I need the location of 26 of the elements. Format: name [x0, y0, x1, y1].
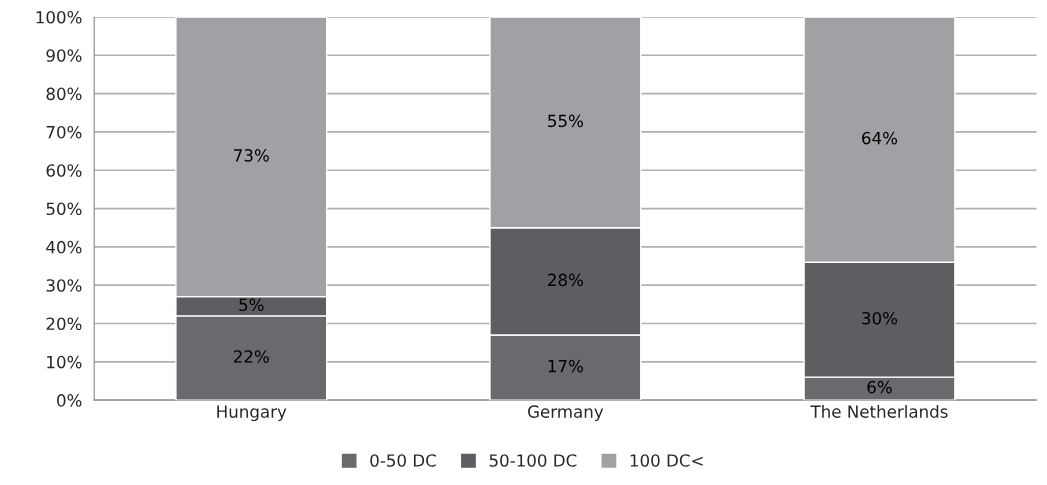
text: 28%	[548, 273, 583, 287]
y-tick-label: 50%	[46, 202, 82, 216]
y-tick-label: 40%	[46, 240, 82, 254]
legend-label: 100 DC<	[630, 454, 703, 467]
y-tick-label: 60%	[46, 164, 82, 177]
y-tick-label: 70%	[46, 125, 82, 139]
x-tick-label: Germany	[528, 405, 604, 422]
y-tick-label: 90%	[46, 49, 82, 62]
y-tick-label: 100%	[36, 10, 82, 24]
x-tick-label: Hungary	[217, 405, 287, 422]
text: 55%	[548, 114, 583, 128]
x-tick-label: The Netherlands	[810, 404, 948, 418]
text: 22%	[233, 350, 269, 363]
y-tick-label: 80%	[46, 87, 82, 101]
text: 30%	[862, 311, 898, 325]
y-tick-label: 10%	[47, 355, 82, 369]
text: 6%	[867, 380, 892, 394]
y-tick-label: 20%	[46, 317, 82, 331]
text: 73%	[234, 149, 269, 162]
text: 17%	[548, 359, 583, 373]
y-tick-label: 30%	[46, 279, 82, 292]
legend-label: 0-50 DC	[370, 454, 436, 467]
legend-label: 50-100 DC	[489, 454, 577, 467]
text: 64%	[862, 131, 898, 145]
y-tick-label: 0%	[57, 394, 82, 407]
text: 5%	[239, 298, 264, 312]
